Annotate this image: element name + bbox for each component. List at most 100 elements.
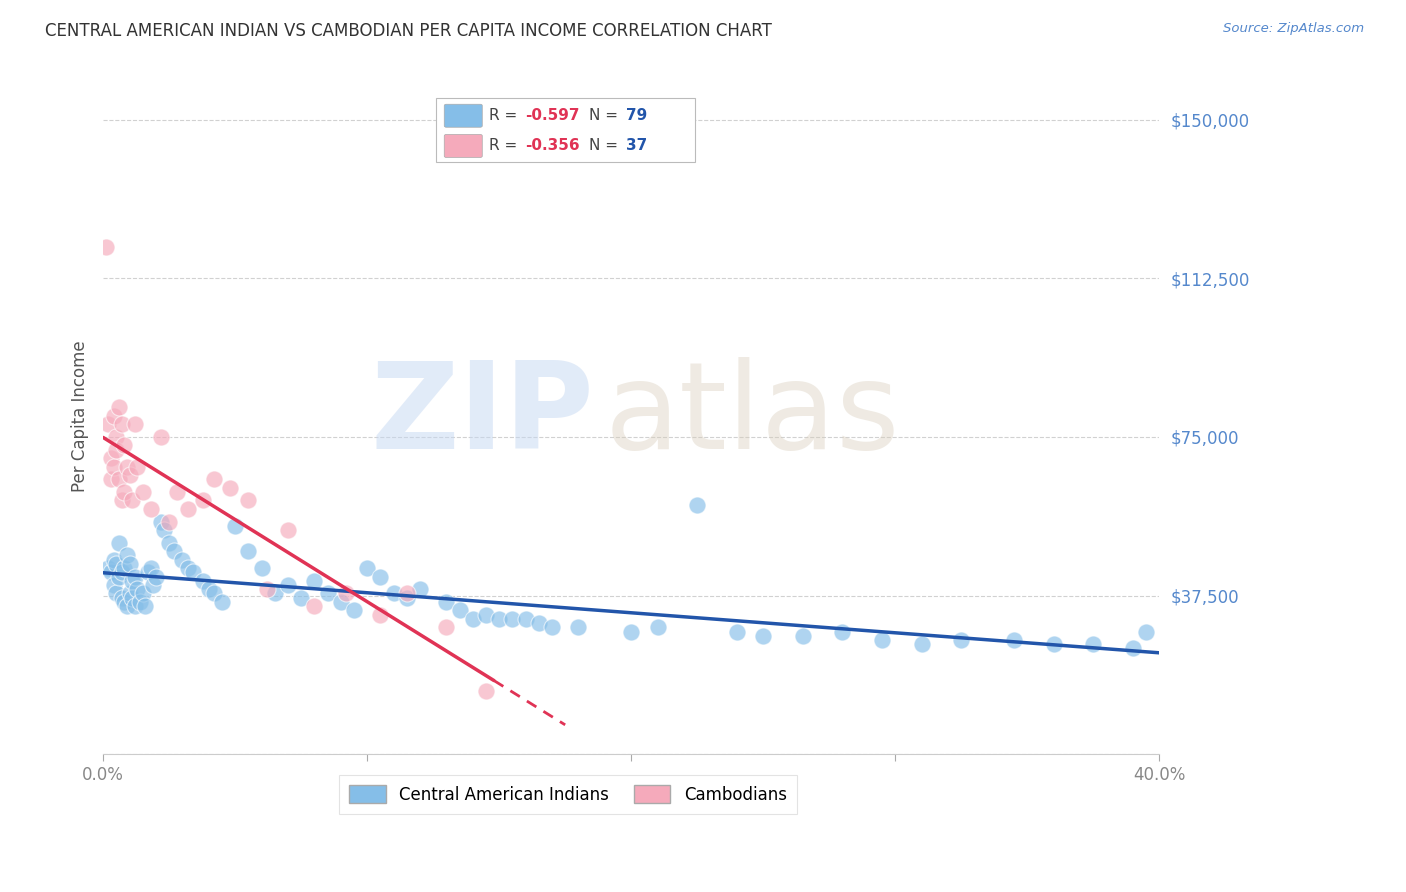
Point (100, 566, 122, 580)
Point (461, 612, 484, 626)
Point (501, 612, 523, 626)
Point (108, 472, 131, 486)
Point (370, 607, 392, 622)
Point (103, 552, 125, 566)
Point (1042, 637, 1064, 651)
Point (304, 574, 326, 588)
Point (335, 586, 357, 600)
Point (541, 620, 564, 634)
Point (127, 459, 149, 474)
Point (218, 481, 240, 495)
Point (145, 569, 167, 583)
Text: -0.356: -0.356 (526, 138, 581, 153)
Text: R =: R = (489, 108, 522, 123)
Point (197, 582, 219, 597)
Point (139, 501, 162, 516)
Point (475, 607, 498, 622)
Point (329, 595, 352, 609)
Point (356, 561, 378, 575)
Text: Source: ZipAtlas.com: Source: ZipAtlas.com (1223, 22, 1364, 36)
Point (290, 591, 312, 605)
Point (110, 417, 132, 432)
Point (118, 557, 141, 571)
Y-axis label: Per Capita Income: Per Capita Income (72, 340, 89, 491)
Point (1135, 624, 1157, 639)
Point (434, 620, 457, 634)
Text: CENTRAL AMERICAN INDIAN VS CAMBODIAN PER CAPITA INCOME CORRELATION CHART: CENTRAL AMERICAN INDIAN VS CAMBODIAN PER… (45, 22, 772, 40)
Point (163, 544, 186, 558)
Point (105, 586, 128, 600)
Point (142, 578, 165, 592)
Point (110, 493, 132, 508)
Point (176, 501, 198, 516)
Point (121, 493, 143, 508)
Point (121, 574, 143, 588)
Text: N =: N = (589, 108, 623, 123)
Point (202, 586, 225, 600)
Point (124, 417, 146, 432)
FancyBboxPatch shape (444, 135, 482, 158)
Point (108, 401, 131, 415)
Point (567, 620, 589, 634)
Point (100, 451, 122, 466)
Point (181, 566, 204, 580)
Point (316, 586, 339, 600)
Point (115, 459, 138, 474)
Point (250, 561, 273, 575)
Text: N =: N = (589, 138, 623, 153)
Point (139, 561, 162, 575)
Point (176, 561, 198, 575)
Point (124, 599, 146, 614)
Point (166, 485, 188, 500)
FancyBboxPatch shape (444, 104, 482, 128)
Point (304, 599, 326, 614)
Point (153, 523, 176, 537)
Point (118, 468, 141, 483)
Point (150, 515, 173, 529)
Point (211, 595, 233, 609)
Point (112, 595, 135, 609)
Point (277, 578, 299, 592)
Point (124, 569, 146, 583)
Point (108, 569, 131, 583)
Point (112, 485, 135, 500)
Point (134, 599, 156, 614)
Point (395, 586, 418, 600)
Point (112, 438, 135, 452)
Point (121, 591, 143, 605)
Point (105, 557, 128, 571)
Point (115, 549, 138, 563)
Point (515, 612, 537, 626)
Point (112, 561, 135, 575)
Point (110, 591, 132, 605)
Point (449, 603, 471, 617)
Point (382, 586, 405, 600)
Text: -0.597: -0.597 (526, 108, 581, 123)
Point (277, 523, 299, 537)
Point (1002, 632, 1025, 647)
Point (97, 417, 120, 432)
Point (1083, 637, 1105, 651)
Point (910, 637, 932, 651)
Point (343, 603, 366, 617)
Text: 79: 79 (626, 108, 647, 123)
Point (256, 582, 278, 597)
Point (157, 515, 180, 529)
Point (103, 578, 125, 592)
Point (620, 624, 643, 639)
Point (488, 612, 510, 626)
Point (103, 409, 125, 423)
Point (1122, 641, 1144, 656)
Point (110, 566, 132, 580)
Point (136, 566, 159, 580)
Text: 37: 37 (626, 138, 647, 153)
Text: R =: R = (489, 138, 522, 153)
Text: ZIP: ZIP (370, 358, 595, 475)
Point (150, 430, 173, 444)
Point (193, 493, 215, 508)
Point (792, 629, 814, 643)
Text: atlas: atlas (605, 358, 900, 475)
Point (831, 624, 853, 639)
Point (157, 535, 180, 549)
Point (94, 239, 117, 253)
